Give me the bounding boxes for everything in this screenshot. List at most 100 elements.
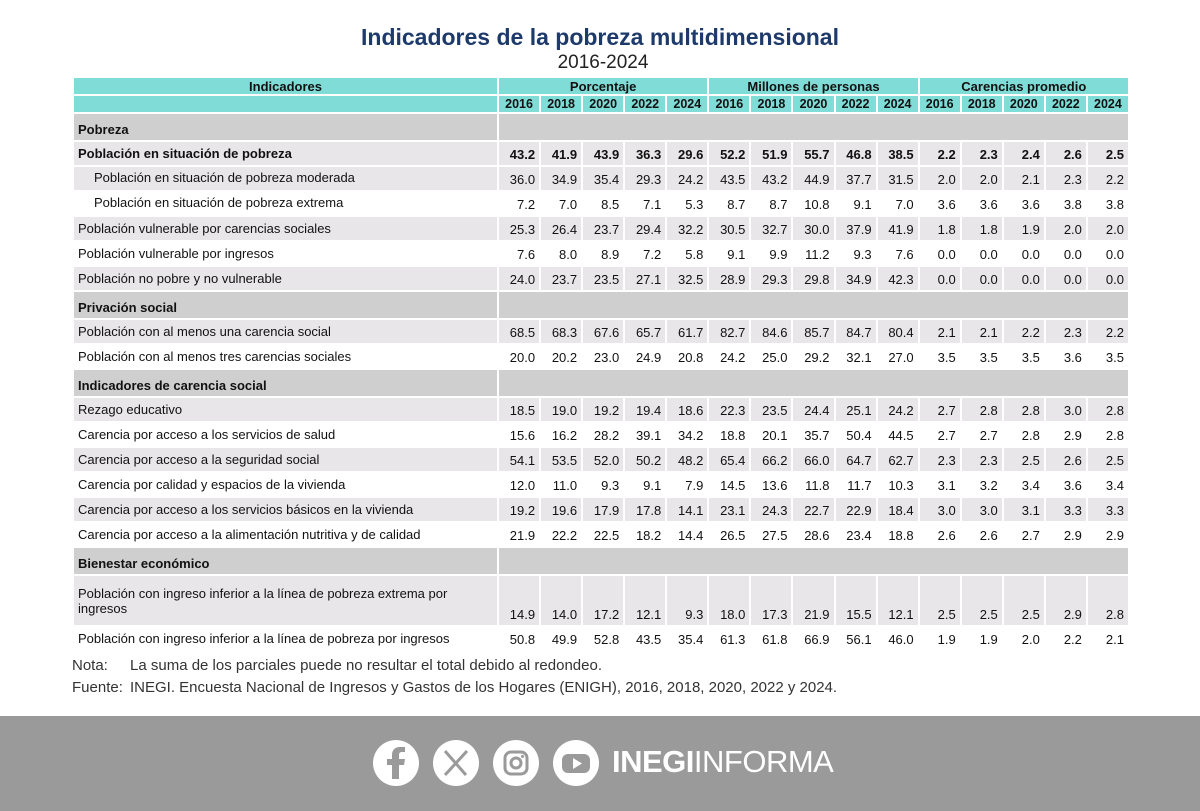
value-cell: 29.6 — [665, 140, 710, 167]
value-cell: 1.9 — [1001, 215, 1046, 242]
value-cell: 3.3 — [1043, 496, 1088, 523]
data-row: Carencia por acceso a la seguridad socia… — [72, 446, 1130, 473]
value-cell: 23.7 — [581, 215, 626, 242]
data-row: Carencia por acceso a los servicios de s… — [72, 421, 1130, 448]
value-cell: 34.2 — [665, 421, 710, 448]
brand-light: INFORMA — [693, 744, 834, 779]
note-text: La suma de los parciales puede no result… — [130, 657, 602, 674]
value-cell: 15.6 — [496, 421, 542, 448]
year-header: 2022 — [623, 94, 668, 114]
value-cell: 11.2 — [791, 240, 836, 267]
value-cell: 2.1 — [917, 318, 962, 345]
year-header: 2018 — [539, 94, 584, 114]
year-header: 2024 — [875, 94, 920, 114]
value-cell: 2.0 — [917, 165, 962, 192]
value-cell: 61.8 — [749, 625, 794, 652]
row-label: Carencia por acceso a la seguridad socia… — [72, 446, 499, 473]
value-cell: 3.8 — [1043, 190, 1088, 217]
section-row: Bienestar económico — [72, 546, 1130, 576]
value-cell: 82.7 — [707, 318, 752, 345]
value-cell: 20.2 — [539, 343, 584, 370]
value-cell: 0.0 — [959, 265, 1004, 292]
value-cell: 3.6 — [1001, 190, 1046, 217]
value-cell: 20.1 — [749, 421, 794, 448]
value-cell: 2.8 — [1085, 421, 1130, 448]
value-cell: 43.5 — [707, 165, 752, 192]
value-cell: 50.8 — [496, 625, 542, 652]
value-cell: 21.9 — [496, 521, 542, 548]
value-cell: 29.4 — [623, 215, 668, 242]
value-cell: 2.5 — [1085, 446, 1130, 473]
value-cell: 2.6 — [1043, 140, 1088, 167]
value-cell: 3.3 — [1085, 496, 1130, 523]
value-cell: 32.7 — [749, 215, 794, 242]
value-cell: 64.7 — [833, 446, 878, 473]
value-cell: 2.1 — [1085, 625, 1130, 652]
section-row: Privación social — [72, 290, 1130, 320]
value-cell: 18.0 — [707, 574, 752, 627]
value-cell: 3.0 — [917, 496, 962, 523]
value-cell: 2.2 — [1085, 318, 1130, 345]
value-cell: 23.5 — [581, 265, 626, 292]
value-cell: 8.7 — [707, 190, 752, 217]
year-header: 2016 — [917, 94, 962, 114]
value-cell: 66.9 — [791, 625, 836, 652]
value-cell: 17.8 — [623, 496, 668, 523]
value-cell: 23.5 — [749, 396, 794, 423]
data-row: Población con al menos tres carencias so… — [72, 343, 1130, 370]
value-cell: 18.5 — [496, 396, 542, 423]
value-cell: 0.0 — [959, 240, 1004, 267]
value-cell: 9.1 — [623, 471, 668, 498]
facebook-icon[interactable] — [373, 740, 419, 786]
section-row: Pobreza — [72, 112, 1130, 142]
value-cell: 19.0 — [539, 396, 584, 423]
value-cell: 3.8 — [1085, 190, 1130, 217]
value-cell: 7.0 — [875, 190, 920, 217]
value-cell: 18.8 — [875, 521, 920, 548]
value-cell: 2.6 — [1043, 446, 1088, 473]
section-fill — [497, 290, 1130, 320]
section-fill — [497, 112, 1130, 142]
value-cell: 65.7 — [623, 318, 668, 345]
value-cell: 3.6 — [917, 190, 962, 217]
value-cell: 2.1 — [959, 318, 1004, 345]
youtube-icon[interactable] — [553, 740, 599, 786]
value-cell: 0.0 — [1001, 265, 1046, 292]
value-cell: 27.0 — [875, 343, 920, 370]
year-header: 2022 — [833, 94, 878, 114]
value-cell: 51.9 — [749, 140, 794, 167]
value-cell: 9.1 — [833, 190, 878, 217]
value-cell: 36.0 — [496, 165, 542, 192]
poverty-table: Indicadores Porcentaje Millones de persona… — [72, 76, 1130, 652]
value-cell: 32.2 — [665, 215, 710, 242]
row-label: Carencia por acceso a los servicios de s… — [72, 421, 499, 448]
value-cell: 19.6 — [539, 496, 584, 523]
data-row: Población con ingreso inferior a la líne… — [72, 625, 1130, 652]
instagram-icon[interactable] — [493, 740, 539, 786]
data-row: Carencia por acceso a la alimentación nu… — [72, 521, 1130, 548]
data-row: Carencia por acceso a los servicios bási… — [72, 496, 1130, 523]
value-cell: 2.9 — [1043, 421, 1088, 448]
value-cell: 30.0 — [791, 215, 836, 242]
value-cell: 25.0 — [749, 343, 794, 370]
value-cell: 25.3 — [496, 215, 542, 242]
value-cell: 52.0 — [581, 446, 626, 473]
value-cell: 44.5 — [875, 421, 920, 448]
footer: INEGIINFORMA — [0, 716, 1200, 811]
x-icon[interactable] — [433, 740, 479, 786]
value-cell: 28.9 — [707, 265, 752, 292]
row-label: Población con al menos tres carencias so… — [72, 343, 499, 370]
section-title: Indicadores de carencia social — [72, 368, 499, 398]
row-label: Carencia por acceso a la alimentación nu… — [72, 521, 499, 548]
year-header: 2018 — [959, 94, 1004, 114]
value-cell: 2.8 — [1085, 574, 1130, 627]
value-cell: 17.9 — [581, 496, 626, 523]
value-cell: 46.8 — [833, 140, 878, 167]
value-cell: 18.6 — [665, 396, 710, 423]
data-row: Población vulnerable por carencias socia… — [72, 215, 1130, 242]
value-cell: 12.1 — [875, 574, 920, 627]
value-cell: 10.3 — [875, 471, 920, 498]
value-cell: 2.3 — [959, 140, 1004, 167]
value-cell: 26.5 — [707, 521, 752, 548]
